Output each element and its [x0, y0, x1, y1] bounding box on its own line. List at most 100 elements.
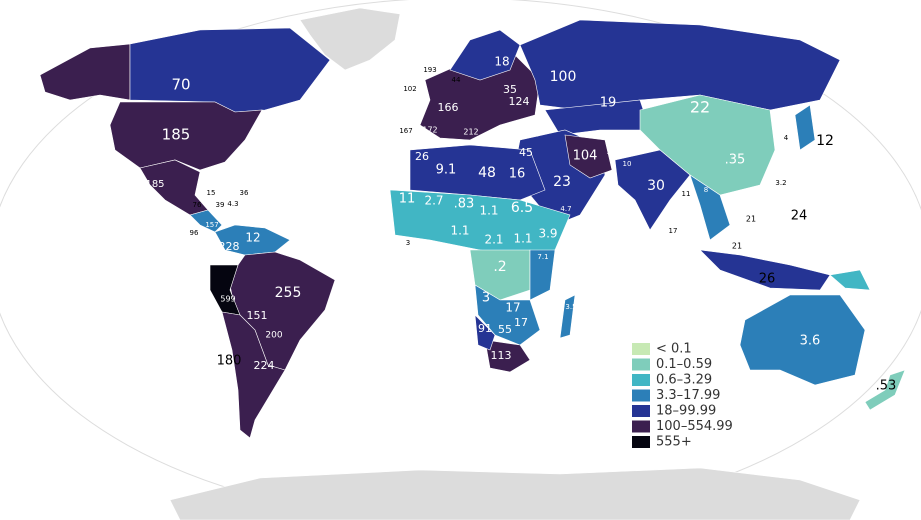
new-guinea — [829, 269, 871, 291]
legend: < 0.10.1–0.590.6–3.293.3–17.9918–99.9910… — [632, 342, 733, 450]
legend-swatch — [632, 389, 650, 402]
iran — [564, 134, 613, 179]
southern-cone — [221, 311, 286, 439]
legend-swatch — [632, 343, 650, 355]
country-value-label: 1.1 — [450, 224, 469, 238]
russia — [519, 19, 841, 111]
central-america — [189, 209, 223, 233]
country-value-label: 3.6 — [800, 334, 821, 349]
legend-label: 0.6–3.29 — [656, 373, 712, 388]
antarctica — [169, 467, 861, 520]
legend-label: 555+ — [656, 435, 692, 450]
country-value-label: 17 — [669, 227, 678, 235]
country-value-label: 6.5 — [511, 200, 533, 216]
legend-swatch — [632, 405, 650, 417]
country-value-label: 96 — [190, 229, 199, 237]
country-value-label: 26 — [759, 272, 776, 287]
country-value-label: 70 — [171, 76, 190, 94]
country-value-label: 55 — [498, 323, 512, 336]
japan — [794, 104, 816, 151]
east-africa — [529, 249, 556, 301]
country-value-label: 15 — [207, 189, 216, 197]
country-value-label: 36 — [240, 189, 249, 197]
country-value-label: 10 — [623, 160, 632, 168]
country-value-label: 12 — [816, 133, 834, 149]
north-africa — [409, 144, 546, 201]
legend-label: 3.3–17.99 — [656, 388, 720, 403]
country-value-label: 23 — [553, 174, 571, 190]
country-value-label: 19 — [600, 96, 617, 111]
country-value-label: 167 — [399, 127, 412, 135]
country-value-label: 24 — [791, 209, 808, 224]
country-value-label: 3.9 — [538, 227, 557, 241]
country-value-label: 3 — [406, 239, 410, 247]
country-value-label: 200 — [265, 331, 282, 341]
australia — [739, 294, 866, 386]
legend-label: 18–99.99 — [656, 404, 716, 419]
new-zealand — [864, 369, 906, 411]
central-africa — [469, 249, 531, 301]
legend-swatch — [632, 436, 650, 448]
country-value-label: 8 — [704, 186, 708, 194]
country-value-label: 224 — [254, 359, 275, 372]
country-value-label: 104 — [573, 149, 598, 164]
legend-label: 0.1–0.59 — [656, 357, 712, 372]
usa — [109, 101, 263, 171]
country-value-label: 4.7 — [560, 205, 571, 213]
country-value-label: 113 — [491, 349, 512, 362]
legend-swatch — [632, 374, 650, 386]
country-value-label: 17 — [505, 301, 520, 315]
country-value-label: .83 — [454, 197, 475, 212]
country-value-label: 21 — [746, 215, 756, 224]
greenland — [299, 7, 401, 71]
country-value-label: 100 — [550, 69, 577, 85]
country-value-label: 16 — [606, 144, 620, 157]
legend-label: 100–554.99 — [656, 419, 733, 434]
country-value-label: 228 — [219, 240, 240, 253]
country-value-label: 172 — [422, 126, 437, 135]
country-value-label: 102 — [403, 85, 416, 93]
country-value-label: 255 — [275, 285, 302, 301]
country-value-label: 1.1 — [513, 232, 532, 246]
country-value-label: .2 — [493, 259, 506, 275]
country-value-label: 1.1 — [479, 204, 498, 218]
country-value-label: 599 — [220, 295, 235, 304]
country-value-label: 30 — [647, 178, 665, 194]
country-value-label: 35 — [503, 83, 517, 96]
country-value-label: 124 — [509, 95, 530, 108]
alaska — [39, 43, 131, 101]
china — [639, 94, 776, 196]
country-value-label: 4 — [784, 134, 789, 142]
country-value-label: 18 — [494, 55, 509, 69]
country-value-label: 3.5 — [565, 303, 576, 311]
country-value-label: 9.1 — [436, 163, 457, 178]
country-value-label: 60 — [525, 126, 540, 140]
legend-label: < 0.1 — [656, 342, 692, 357]
south-asia — [614, 149, 691, 231]
country-value-label: 12 — [245, 231, 260, 245]
country-value-label: 16 — [509, 167, 526, 182]
country-value-label: .53 — [876, 379, 897, 394]
country-value-label: 11 — [399, 192, 416, 207]
legend-swatch — [632, 358, 650, 371]
namibia — [474, 314, 496, 351]
country-value-label: 91 — [478, 322, 492, 335]
country-value-label: .35 — [725, 153, 746, 168]
country-value-label: 212 — [463, 128, 478, 137]
country-value-label: 2.1 — [484, 233, 503, 247]
country-labels: 701851851002219181224212126.353023161046… — [145, 55, 896, 394]
country-value-label: 26 — [415, 150, 429, 163]
country-value-label: 180 — [217, 354, 242, 369]
central-asia — [544, 99, 651, 136]
country-value-label: 45 — [519, 146, 533, 159]
country-value-label: 3.2 — [775, 179, 786, 187]
country-value-label: 4.3 — [227, 200, 238, 208]
south-africa — [484, 339, 531, 373]
country-value-label: 17 — [514, 316, 528, 329]
country-value-label: 166 — [438, 101, 459, 114]
canada — [129, 27, 331, 113]
country-value-label: 185 — [145, 179, 164, 190]
country-value-label: 39 — [216, 201, 225, 209]
